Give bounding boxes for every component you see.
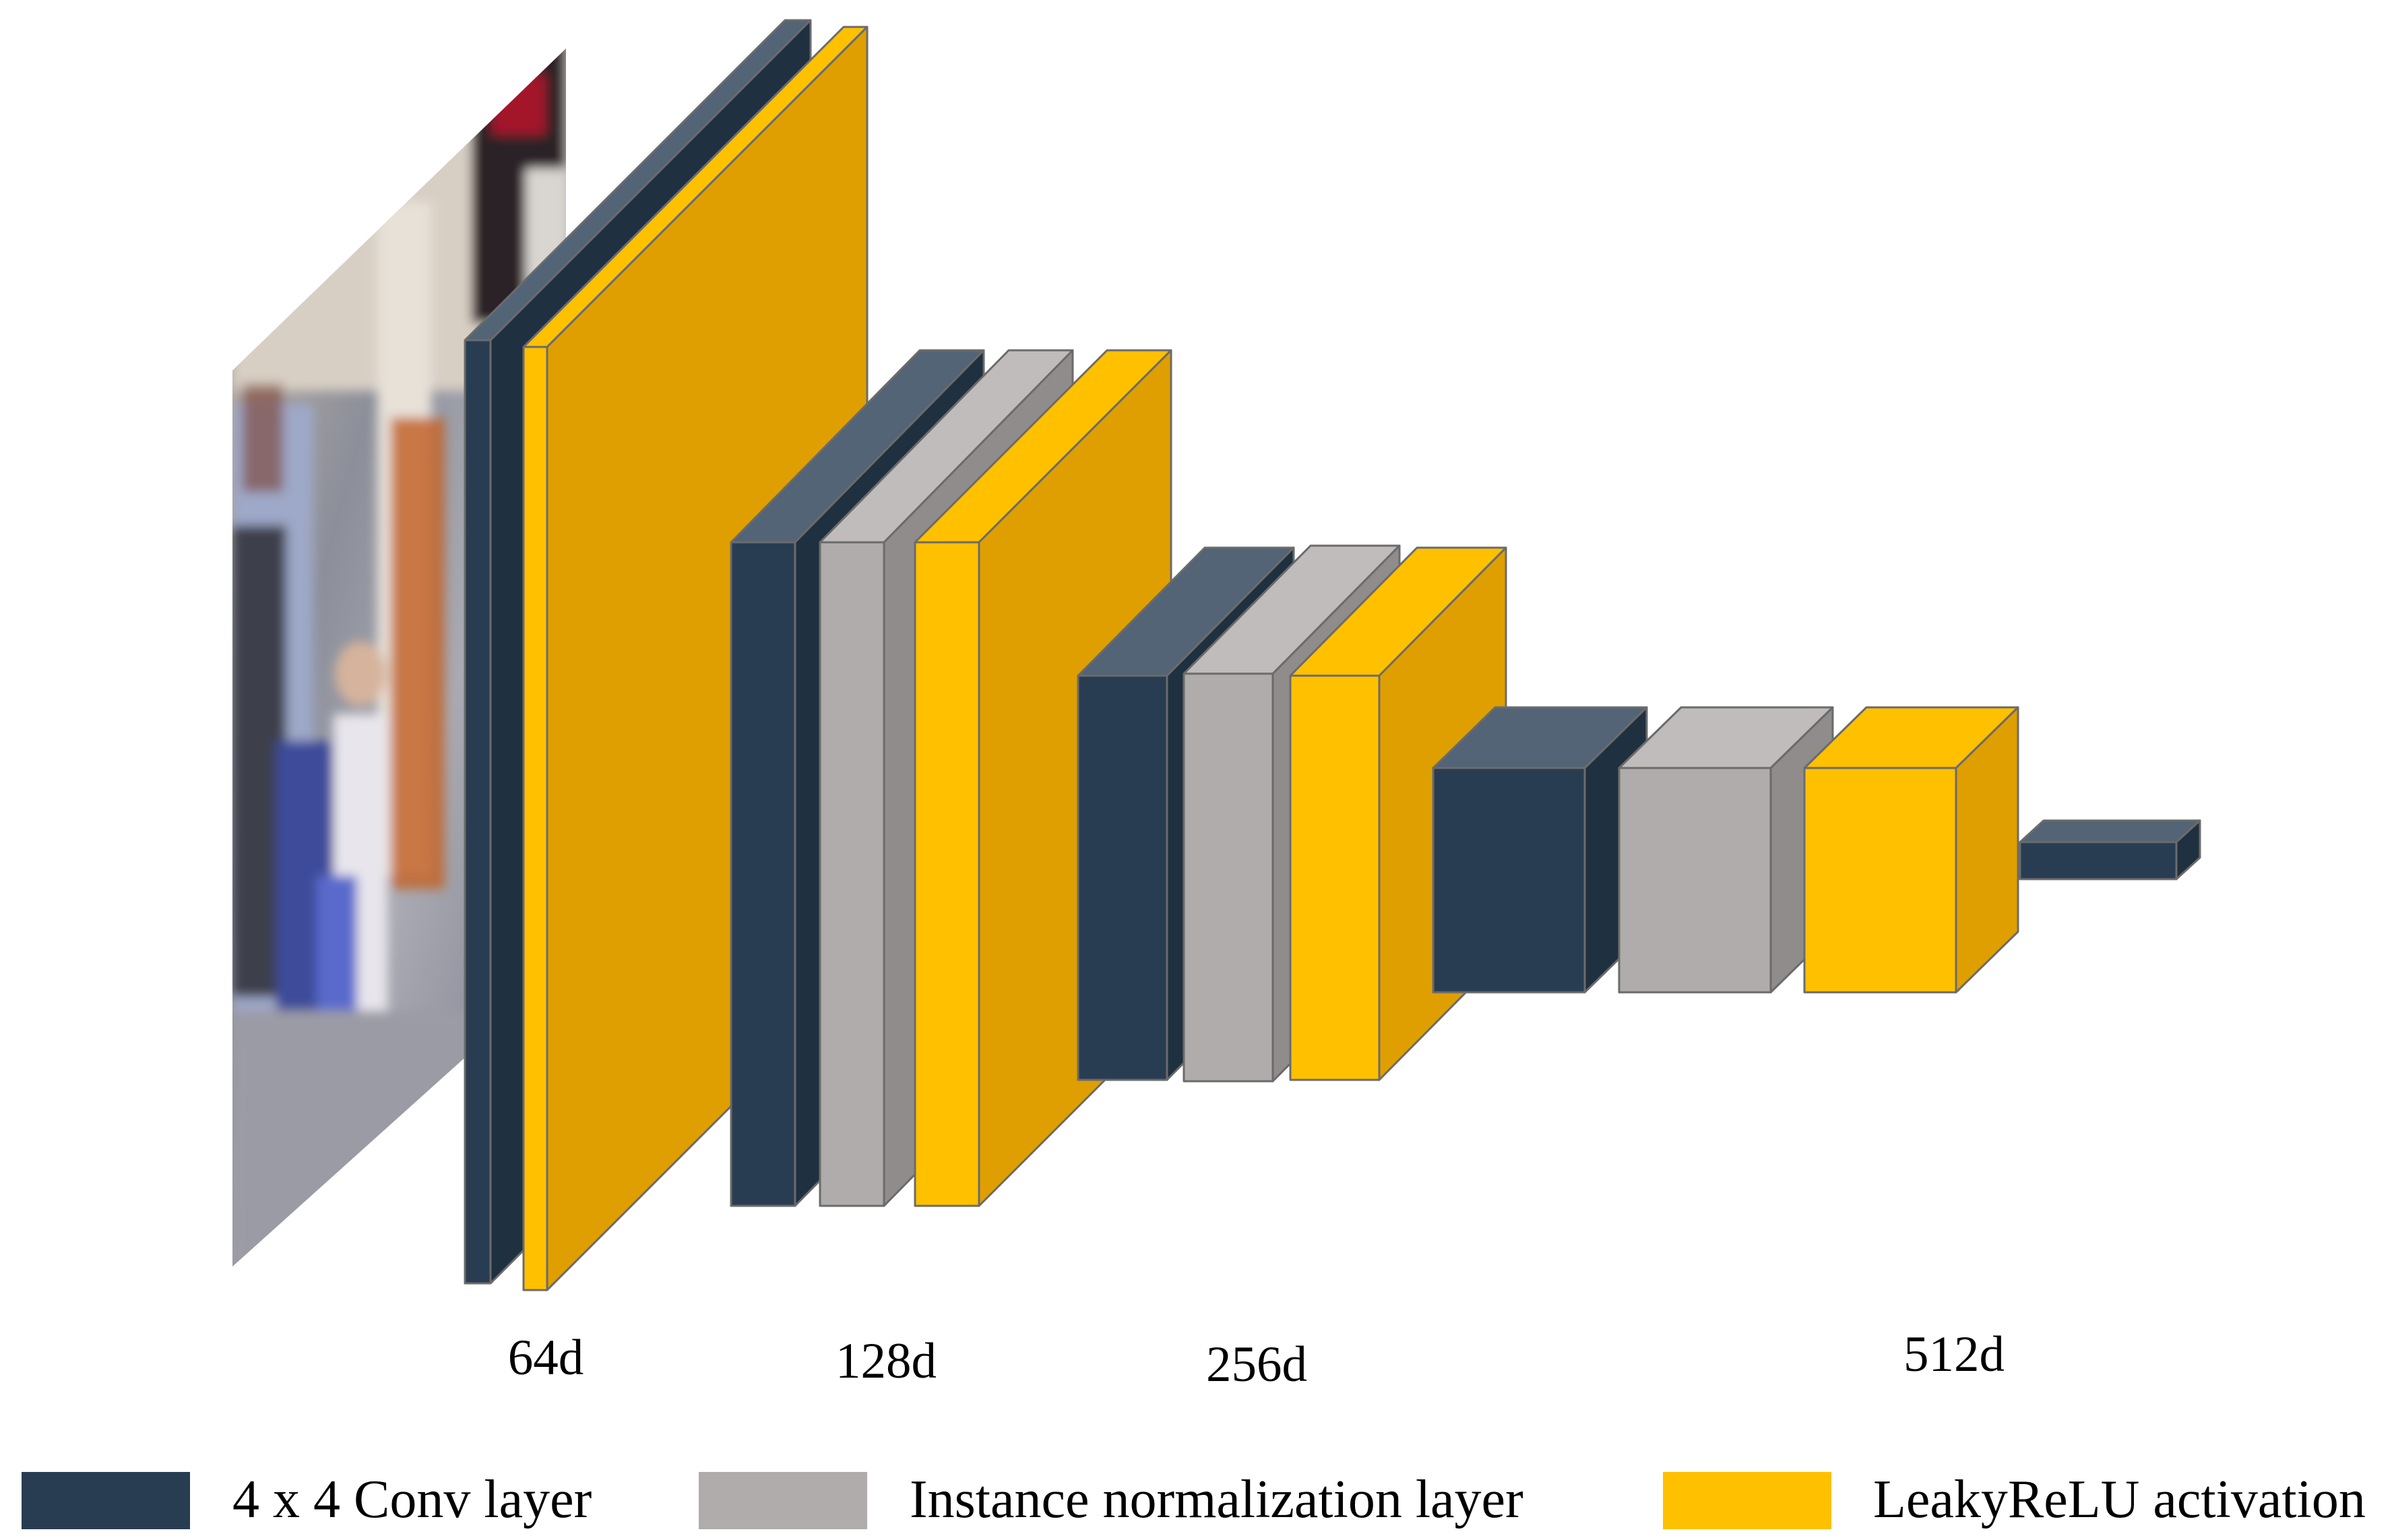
block-output-top-face	[2019, 819, 2201, 843]
block-128d-conv-front-face	[730, 541, 796, 1207]
block-128d-relu-front-face	[914, 541, 980, 1207]
legend-label-relu: LeakyReLU activation	[1873, 1470, 2366, 1529]
block-output	[2019, 819, 2201, 880]
legend-item-conv: 4 x 4 Conv layer	[22, 1470, 592, 1529]
legend-item-norm: Instance normalization layer	[699, 1470, 1523, 1529]
legend: 4 x 4 Conv layer Instance normalization …	[22, 1470, 2366, 1529]
block-512d-relu	[1803, 706, 2019, 994]
block-512d-norm	[1618, 706, 1834, 994]
legend-swatch-conv	[22, 1472, 190, 1529]
legend-label-norm: Instance normalization layer	[910, 1470, 1523, 1529]
block-256d-norm-front-face	[1183, 672, 1274, 1083]
dim-label-256d: 256d	[1206, 1337, 1307, 1392]
block-512d-conv-front-face	[1432, 767, 1586, 994]
block-output-front-face	[2019, 841, 2178, 880]
block-64d-relu-front-face	[522, 346, 548, 1291]
dim-label-64d: 64d	[508, 1330, 584, 1386]
block-256d-relu-front-face	[1289, 674, 1381, 1081]
layer-blocks	[464, 19, 2201, 1291]
legend-label-conv: 4 x 4 Conv layer	[232, 1470, 592, 1529]
block-256d-conv-front-face	[1077, 674, 1168, 1081]
block-128d-norm-front-face	[819, 541, 885, 1207]
block-512d-conv	[1432, 706, 1648, 994]
block-512d-relu-front-face	[1803, 767, 1957, 994]
block-512d-norm-front-face	[1618, 767, 1772, 994]
legend-swatch-relu	[1663, 1472, 1831, 1529]
legend-item-relu: LeakyReLU activation	[1663, 1470, 2366, 1529]
dim-label-512d: 512d	[1903, 1326, 2005, 1382]
dimension-labels: 64d 128d 256d 512d	[508, 1326, 2005, 1392]
legend-swatch-norm	[699, 1472, 867, 1529]
block-64d-conv-front-face	[464, 339, 492, 1285]
dim-label-128d: 128d	[836, 1333, 937, 1389]
